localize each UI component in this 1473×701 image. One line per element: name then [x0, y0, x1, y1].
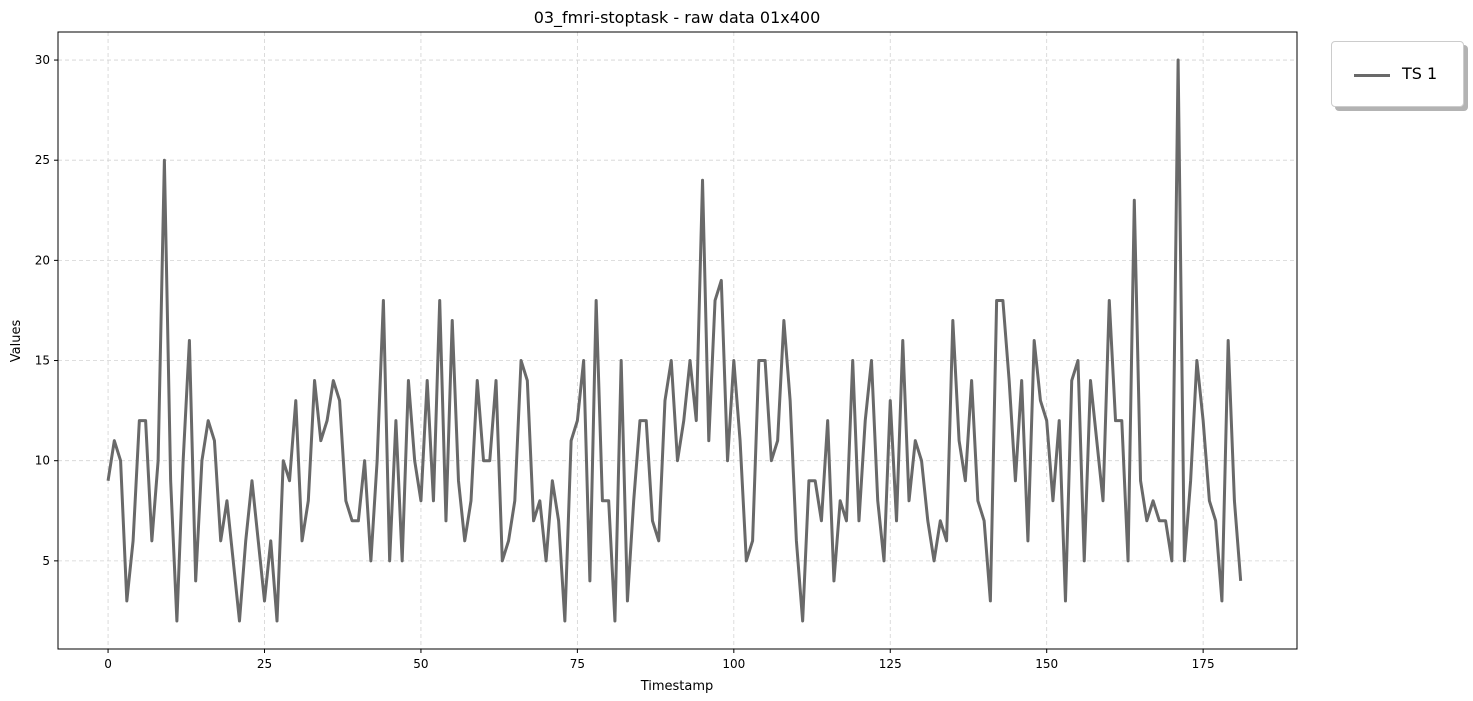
legend-swatch-ts-1 [1354, 74, 1390, 77]
x-tick-label: 175 [1192, 657, 1215, 671]
x-tick-label: 50 [413, 657, 428, 671]
plot-frame [57, 31, 1298, 650]
y-tick-label: 5 [42, 554, 50, 568]
x-axis-ticks: 0 25 50 75 100 125 150 175 [104, 649, 1215, 671]
x-axis-label: Timestamp [640, 679, 714, 694]
y-axis-ticks: 5 10 15 20 25 30 [35, 53, 58, 568]
y-tick-label: 20 [35, 253, 50, 267]
y-axis-label: Values [9, 320, 24, 363]
x-tick-label: 0 [104, 657, 112, 671]
y-tick-label: 30 [35, 53, 50, 67]
x-tick-label: 100 [722, 657, 745, 671]
legend-label-ts-1: TS 1 [1402, 64, 1438, 83]
x-tick-label: 25 [257, 657, 272, 671]
y-tick-label: 15 [35, 354, 50, 368]
legend: TS 1 [1331, 41, 1464, 107]
grid-lines [58, 32, 1297, 649]
x-tick-label: 150 [1035, 657, 1058, 671]
y-tick-label: 25 [35, 153, 50, 167]
series-layer [106, 58, 1243, 623]
x-tick-label: 75 [570, 657, 585, 671]
x-tick-label: 125 [879, 657, 902, 671]
y-tick-label: 10 [35, 454, 50, 468]
series-line-1 [106, 58, 1243, 623]
chart-title: 03_fmri-stoptask - raw data 01x400 [534, 8, 821, 28]
